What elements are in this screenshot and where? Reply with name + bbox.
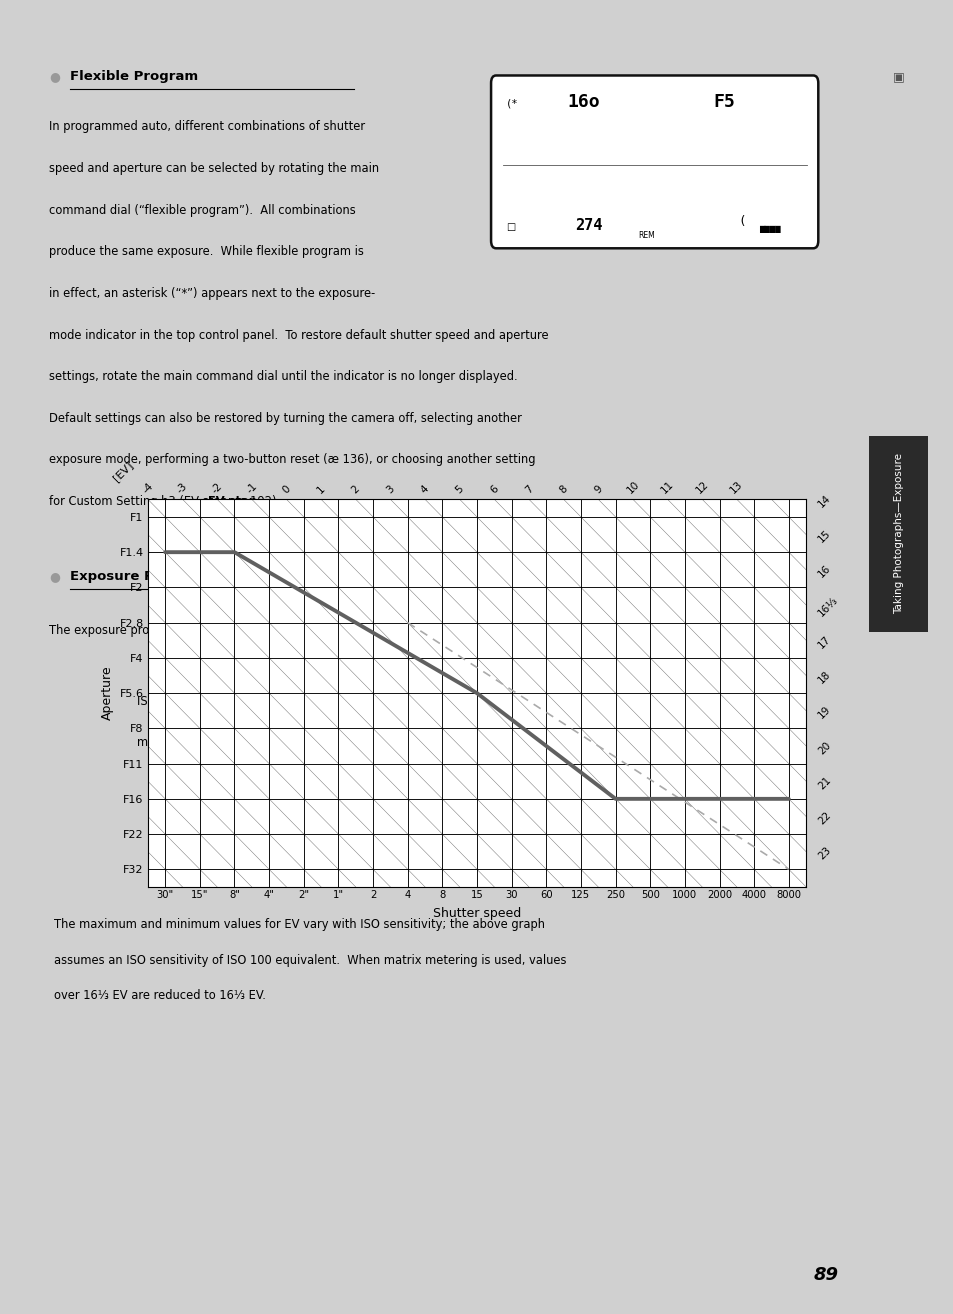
Y-axis label: Aperture: Aperture (101, 666, 113, 720)
Text: □: □ (505, 222, 515, 231)
Text: 15: 15 (816, 528, 832, 544)
Text: -3: -3 (175, 481, 190, 495)
Text: exposure mode, performing a two-button reset (æ 136), or choosing another settin: exposure mode, performing a two-button r… (50, 453, 536, 466)
Text: 23: 23 (816, 845, 832, 862)
Text: Flexible Program: Flexible Program (71, 71, 198, 83)
Text: ████: ████ (759, 226, 780, 233)
Text: The maximum and minimum values for EV vary with ISO sensitivity; the above graph: The maximum and minimum values for EV va… (53, 918, 544, 932)
Text: 22: 22 (816, 809, 832, 827)
Text: 8: 8 (558, 484, 569, 495)
Text: 274: 274 (575, 218, 602, 233)
Text: 0: 0 (280, 484, 292, 495)
Text: command dial (“flexible program”).  All combinations: command dial (“flexible program”). All c… (50, 204, 355, 217)
Text: 2: 2 (350, 484, 361, 495)
X-axis label: Shutter speed: Shutter speed (433, 907, 520, 920)
Text: mode indicator in the top control panel.  To restore default shutter speed and a: mode indicator in the top control panel.… (50, 328, 549, 342)
Text: EV step: EV step (208, 495, 256, 509)
Text: 10: 10 (624, 478, 640, 495)
Text: ●: ● (50, 570, 60, 583)
Text: F5: F5 (712, 93, 734, 112)
Text: 9: 9 (592, 484, 603, 495)
Text: ▣: ▣ (892, 71, 903, 83)
Text: 4: 4 (418, 484, 431, 495)
Text: 16: 16 (816, 564, 832, 579)
Text: 16⅓: 16⅓ (816, 595, 840, 619)
Text: ●: ● (50, 71, 60, 83)
Text: 7: 7 (522, 484, 535, 495)
Text: 12: 12 (693, 478, 710, 495)
Text: ISO 100; lens with maximum aperture of f/1.4 and mini-: ISO 100; lens with maximum aperture of f… (137, 695, 458, 708)
Text: 14: 14 (816, 493, 832, 510)
Text: Default settings can also be restored by turning the camera off, selecting anoth: Default settings can also be restored by… (50, 411, 522, 424)
Text: (: ( (738, 215, 745, 229)
Text: for Custom Setting b3 (EV step; æ 192).: for Custom Setting b3 (EV step; æ 192). (50, 495, 280, 509)
Bar (868, 436, 927, 632)
Text: In programmed auto, different combinations of shutter: In programmed auto, different combinatio… (50, 121, 365, 134)
FancyBboxPatch shape (491, 75, 818, 248)
Text: 11: 11 (659, 478, 675, 495)
Text: produce the same exposure.  While flexible program is: produce the same exposure. While flexibl… (50, 246, 364, 259)
Text: 89: 89 (813, 1265, 838, 1284)
Text: -4: -4 (140, 481, 155, 495)
Text: 17: 17 (816, 633, 832, 650)
Text: The exposure program for programmed auto is shown in the following graph:: The exposure program for programmed auto… (50, 624, 494, 637)
Text: speed and aperture can be selected by rotating the main: speed and aperture can be selected by ro… (50, 162, 379, 175)
Text: REM: REM (638, 231, 654, 239)
Text: -2: -2 (210, 481, 224, 495)
Text: -1: -1 (244, 481, 258, 495)
Text: 19: 19 (816, 704, 832, 721)
Text: 13: 13 (728, 478, 744, 495)
Text: 5: 5 (454, 484, 465, 495)
Text: Taking Photographs—Exposure: Taking Photographs—Exposure (893, 453, 902, 614)
Text: in effect, an asterisk (“*”) appears next to the exposure-: in effect, an asterisk (“*”) appears nex… (50, 286, 375, 300)
Text: mum aperture of f/16 (e.g., AF 50 mm f/1.4 D): mum aperture of f/16 (e.g., AF 50 mm f/1… (137, 736, 401, 749)
Text: 18: 18 (816, 669, 832, 686)
Text: [EV]: [EV] (112, 460, 135, 484)
Text: Exposure Program: Exposure Program (71, 570, 209, 583)
Text: settings, rotate the main command dial until the indicator is no longer displaye: settings, rotate the main command dial u… (50, 371, 517, 384)
Text: (*: (* (505, 99, 518, 108)
Text: 21: 21 (816, 775, 832, 791)
Text: assumes an ISO sensitivity of ISO 100 equivalent.  When matrix metering is used,: assumes an ISO sensitivity of ISO 100 eq… (53, 954, 565, 967)
Text: 3: 3 (384, 484, 395, 495)
Text: 20: 20 (816, 740, 832, 756)
Text: 1: 1 (314, 484, 327, 495)
Text: 16o: 16o (566, 93, 599, 112)
Text: 6: 6 (488, 484, 499, 495)
Text: over 16⅓ EV are reduced to 16⅓ EV.: over 16⅓ EV are reduced to 16⅓ EV. (53, 989, 265, 1003)
